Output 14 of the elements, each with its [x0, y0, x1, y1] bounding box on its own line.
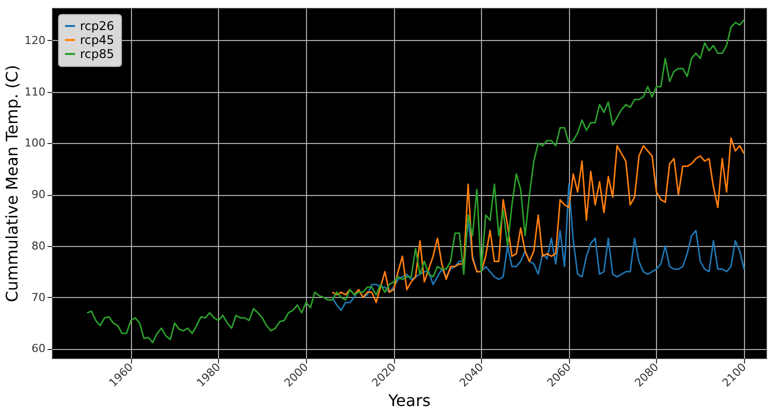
legend-label: rcp85 [80, 47, 114, 61]
y-axis-title: Cummulative Mean Temp. (C) [2, 64, 22, 302]
legend-label: rcp45 [80, 33, 114, 47]
y-tick-label: 120 [24, 34, 46, 47]
line-series [332, 137, 745, 304]
line-series [332, 184, 745, 311]
x-axis-title: Years [387, 390, 431, 410]
y-tick-label: 60 [32, 342, 46, 356]
y-tick-label: 100 [24, 136, 46, 150]
y-tick-label: 90 [32, 188, 46, 202]
y-tick-label: 80 [32, 239, 46, 252]
y-tick-label: 70 [32, 290, 46, 304]
y-tick-label: 110 [24, 85, 46, 98]
legend-label: rcp26 [80, 19, 114, 33]
